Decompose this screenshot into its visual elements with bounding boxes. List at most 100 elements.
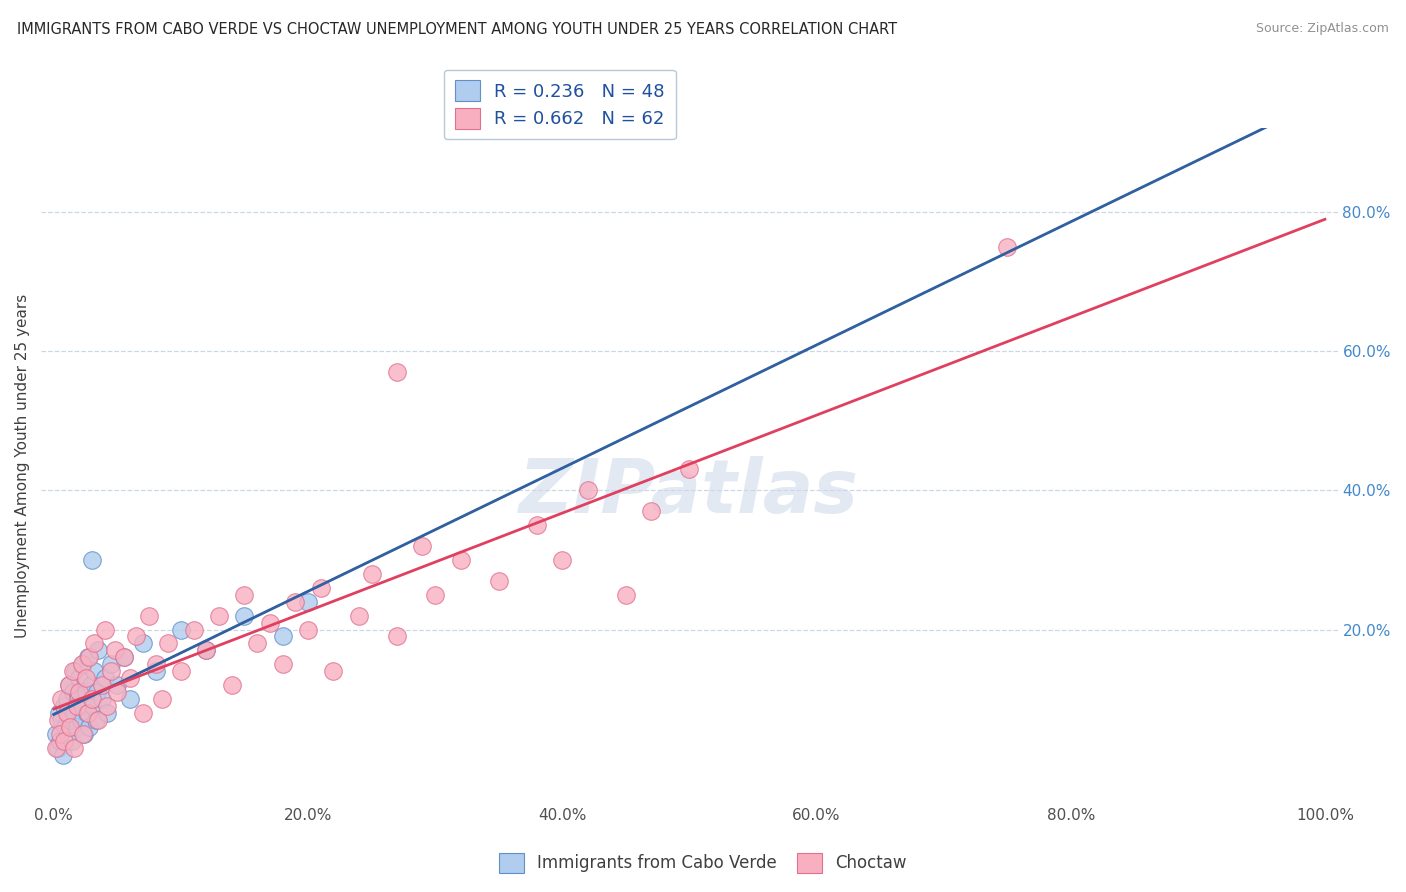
Point — [46, 713, 69, 727]
Point — [576, 483, 599, 498]
Legend: R = 0.236   N = 48, R = 0.662   N = 62: R = 0.236 N = 48, R = 0.662 N = 62 — [444, 70, 676, 139]
Point — [75, 685, 97, 699]
Point — [63, 740, 86, 755]
Point — [51, 692, 73, 706]
Point — [93, 623, 115, 637]
Point — [70, 699, 93, 714]
Point — [138, 608, 160, 623]
Point — [65, 665, 87, 679]
Point — [58, 678, 80, 692]
Point — [69, 713, 91, 727]
Point — [183, 623, 205, 637]
Point — [170, 665, 193, 679]
Point — [100, 657, 122, 672]
Point — [67, 685, 90, 699]
Point — [45, 740, 67, 755]
Point — [93, 671, 115, 685]
Point — [309, 581, 332, 595]
Point — [125, 630, 148, 644]
Point — [83, 636, 105, 650]
Point — [100, 665, 122, 679]
Point — [120, 692, 142, 706]
Point — [271, 630, 294, 644]
Point — [62, 685, 84, 699]
Point — [347, 608, 370, 623]
Point — [62, 665, 84, 679]
Point — [66, 692, 89, 706]
Legend: Immigrants from Cabo Verde, Choctaw: Immigrants from Cabo Verde, Choctaw — [492, 847, 914, 880]
Point — [112, 650, 135, 665]
Point — [67, 671, 90, 685]
Point — [488, 574, 510, 588]
Point — [77, 706, 100, 720]
Point — [526, 518, 548, 533]
Point — [96, 699, 118, 714]
Point — [157, 636, 180, 650]
Text: IMMIGRANTS FROM CABO VERDE VS CHOCTAW UNEMPLOYMENT AMONG YOUTH UNDER 25 YEARS CO: IMMIGRANTS FROM CABO VERDE VS CHOCTAW UN… — [17, 22, 897, 37]
Point — [385, 365, 408, 379]
Point — [284, 595, 307, 609]
Point — [66, 720, 89, 734]
Point — [104, 643, 127, 657]
Point — [79, 678, 101, 692]
Point — [233, 608, 256, 623]
Point — [87, 713, 110, 727]
Point — [150, 692, 173, 706]
Point — [77, 650, 100, 665]
Point — [53, 699, 76, 714]
Point — [53, 734, 76, 748]
Point — [112, 650, 135, 665]
Point — [259, 615, 281, 630]
Point — [170, 623, 193, 637]
Point — [55, 692, 77, 706]
Point — [91, 678, 114, 692]
Point — [145, 665, 167, 679]
Point — [55, 706, 77, 720]
Point — [84, 713, 107, 727]
Point — [96, 706, 118, 720]
Y-axis label: Unemployment Among Youth under 25 years: Unemployment Among Youth under 25 years — [15, 293, 30, 638]
Point — [49, 734, 72, 748]
Point — [132, 706, 155, 720]
Point — [640, 504, 662, 518]
Point — [70, 657, 93, 672]
Point — [56, 727, 79, 741]
Point — [551, 553, 574, 567]
Point — [120, 671, 142, 685]
Point — [271, 657, 294, 672]
Point — [82, 699, 104, 714]
Text: ZIPatlas: ZIPatlas — [519, 457, 859, 530]
Point — [423, 588, 446, 602]
Point — [51, 713, 73, 727]
Point — [58, 678, 80, 692]
Point — [246, 636, 269, 650]
Point — [145, 657, 167, 672]
Point — [91, 692, 114, 706]
Point — [49, 727, 72, 741]
Point — [45, 727, 67, 741]
Point — [86, 685, 108, 699]
Point — [195, 643, 218, 657]
Point — [360, 566, 382, 581]
Point — [385, 630, 408, 644]
Point — [322, 665, 344, 679]
Point — [297, 623, 319, 637]
Point — [233, 588, 256, 602]
Point — [75, 671, 97, 685]
Point — [614, 588, 637, 602]
Point — [450, 553, 472, 567]
Point — [59, 720, 82, 734]
Point — [80, 553, 103, 567]
Point — [52, 747, 75, 762]
Point — [76, 706, 98, 720]
Point — [208, 608, 231, 623]
Point — [63, 706, 86, 720]
Point — [53, 720, 76, 734]
Point — [83, 665, 105, 679]
Point — [411, 539, 433, 553]
Point — [297, 595, 319, 609]
Text: Source: ZipAtlas.com: Source: ZipAtlas.com — [1256, 22, 1389, 36]
Point — [60, 734, 83, 748]
Point — [221, 678, 243, 692]
Point — [79, 650, 101, 665]
